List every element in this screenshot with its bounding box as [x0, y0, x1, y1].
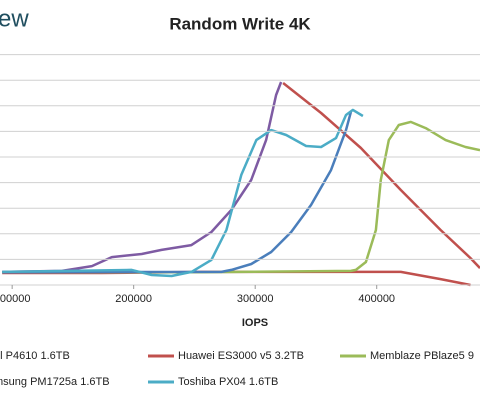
legend-label: msung PM1725a 1.6TB: [0, 376, 110, 388]
plot-area: [2, 81, 480, 287]
series-line: [2, 108, 364, 278]
legend-label: el P4610 1.6TB: [0, 350, 70, 362]
x-tick-label: 200000: [115, 293, 152, 305]
x-tick-label: 300000: [237, 293, 274, 305]
legend-label: Memblaze PBlaze5 9: [370, 350, 474, 362]
x-axis-label: IOPS: [242, 317, 268, 329]
series-line: [2, 111, 353, 274]
legend-label: Toshiba PX04 1.6TB: [178, 376, 278, 388]
series-line: [2, 82, 480, 287]
chart-title: Random Write 4K: [169, 14, 311, 33]
series-line: [2, 120, 480, 274]
series-line: [2, 81, 283, 274]
legend-label: Huawei ES3000 v5 3.2TB: [178, 350, 304, 362]
logo: ew: [0, 5, 29, 32]
x-tick-label: 400000: [358, 293, 395, 305]
x-tick-label: 100000: [0, 293, 31, 305]
